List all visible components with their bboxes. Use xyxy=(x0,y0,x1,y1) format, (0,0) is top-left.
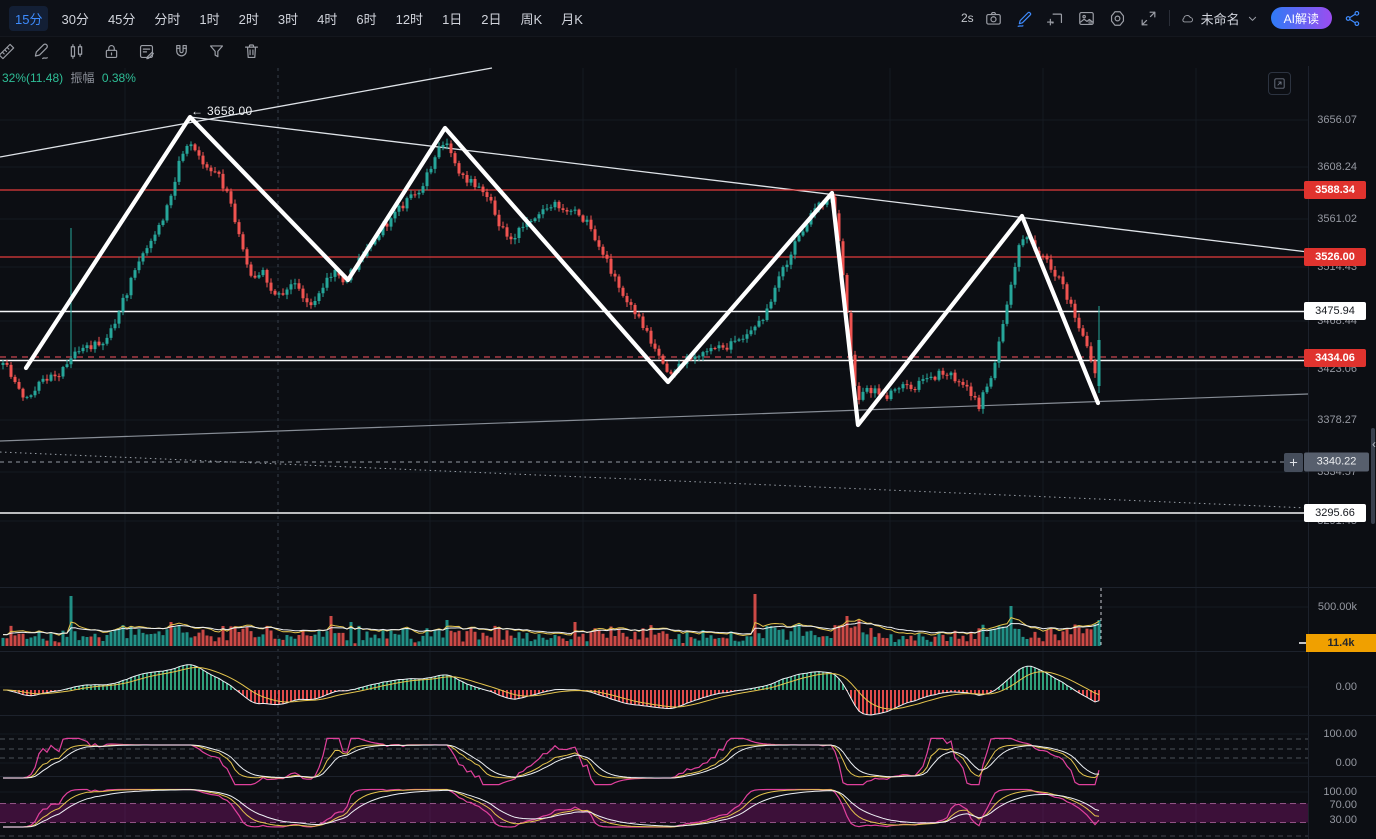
timeframe-bar: 15分 30分 45分 分时 1时 2时 3时 4时 6时 12时 1日 2日 周K 月K xyxy=(0,5,961,31)
share-icon[interactable] xyxy=(1341,7,1363,29)
timeframe-15分[interactable]: 15分 xyxy=(9,5,49,31)
rsi-band xyxy=(0,803,1308,823)
draw-pencil-icon[interactable] xyxy=(1014,7,1036,29)
price-tick: 0.00 xyxy=(1335,681,1357,693)
price-badge: 3475.94 xyxy=(1304,302,1366,320)
price-tick: 100.00 xyxy=(1323,728,1357,740)
timeframe-分时[interactable]: 分时 xyxy=(154,11,181,27)
change-value: 32%(11.48) xyxy=(2,71,64,85)
ai-analysis-button[interactable]: AI解读 xyxy=(1270,7,1332,29)
drawing-toolbar xyxy=(0,36,262,66)
price-tick: 3561.02 xyxy=(1317,213,1357,225)
price-tick: 3656.07 xyxy=(1317,114,1357,126)
timeframe-1日[interactable]: 1日 xyxy=(442,11,463,27)
volume-bars-down xyxy=(5,594,1093,646)
fullscreen-icon[interactable] xyxy=(1138,7,1160,29)
edit-notes-icon[interactable] xyxy=(135,40,157,62)
toolbar-divider xyxy=(1168,10,1170,26)
candle-wicks-down xyxy=(6,140,1096,412)
replay-speed[interactable]: 2s xyxy=(960,11,974,25)
timeframe-1时[interactable]: 1时 xyxy=(199,11,220,27)
magnet-mode-icon[interactable] xyxy=(170,40,192,62)
price-badge: 3588.34 xyxy=(1304,181,1366,199)
workspace-menu[interactable]: 未命名 xyxy=(1179,9,1262,28)
settings-icon[interactable] xyxy=(1107,7,1129,29)
price-badge: 3434.06 xyxy=(1304,349,1366,367)
price-tick: 0.00 xyxy=(1335,757,1357,769)
volume-bars-up xyxy=(1,596,1101,646)
timeframe-周K[interactable]: 周K xyxy=(520,11,543,27)
price-tick: 3608.24 xyxy=(1317,161,1357,173)
candle-bodies-up xyxy=(1,143,1101,409)
timeframe-45分[interactable]: 45分 xyxy=(107,11,136,27)
macd-dif-line xyxy=(2,664,1100,716)
price-tick: 500.00k xyxy=(1317,601,1357,613)
collapse-panel-chevron[interactable]: ‹ xyxy=(1372,437,1376,451)
crosshair-price-badge: 3340.22 xyxy=(1304,452,1369,472)
top-toolbar: 15分 30分 45分 分时 1时 2时 3时 4时 6时 12时 1日 2日 周K 月K 2s 未命名 … xyxy=(0,0,1376,37)
timeframe-月K[interactable]: 月K xyxy=(561,11,583,27)
brush-tool-icon[interactable] xyxy=(30,40,52,62)
price-badge: 3295.66 xyxy=(1304,504,1366,522)
lock-drawings-icon[interactable] xyxy=(100,40,122,62)
workspace-name: 未命名 xyxy=(1200,11,1240,27)
peak-arrow-icon: ← xyxy=(191,104,204,118)
axis-add-alert-button[interactable] xyxy=(1284,453,1303,472)
price-tick: 3378.27 xyxy=(1317,414,1357,426)
volume-ma-yellow xyxy=(2,617,1100,637)
peak-price: 3658.00 xyxy=(206,104,253,118)
zigzag-drawing xyxy=(23,114,1101,428)
chart-style-icon[interactable] xyxy=(65,40,87,62)
volume-ma-white xyxy=(3,622,1100,636)
maximize-pane-icon[interactable] xyxy=(1268,72,1291,95)
chevron-down-icon xyxy=(1244,9,1262,27)
trendline-drawing xyxy=(0,451,1309,509)
toolbar-right: 2s 未命名 AI解读 xyxy=(961,7,1376,29)
stoch-d-line xyxy=(3,744,1100,779)
timeframe-2日[interactable]: 2日 xyxy=(481,11,502,27)
trendline-drawing xyxy=(0,393,1309,442)
timeframe-4时[interactable]: 4时 xyxy=(317,11,338,27)
add-frame-icon[interactable] xyxy=(1045,7,1067,29)
timeframe-2时[interactable]: 2时 xyxy=(238,11,259,27)
timeframe-3时[interactable]: 3时 xyxy=(277,11,299,27)
timeframe-30分[interactable]: 30分 xyxy=(61,11,89,27)
amplitude-label: 振幅 xyxy=(70,71,95,85)
macd-histogram-down xyxy=(2,690,1100,715)
trendline-tool-icon[interactable] xyxy=(0,40,17,62)
price-tick: 70.00 xyxy=(1329,799,1357,811)
delete-drawings-icon[interactable] xyxy=(240,40,262,62)
rsi-slow-line xyxy=(3,789,1100,828)
cloud-icon xyxy=(1179,9,1197,27)
symbol-stats-overlay: 32%(11.48) 振幅 0.38% xyxy=(2,69,136,86)
price-tick: 100.00 xyxy=(1323,786,1357,798)
macd-dea-line xyxy=(3,667,1100,710)
peak-annotation: ← 3658.00 xyxy=(191,104,252,118)
timeframe-12时[interactable]: 12时 xyxy=(395,11,424,27)
trendline-drawing xyxy=(0,67,493,158)
amplitude-value: 0.38% xyxy=(101,71,136,85)
timeframe-6时[interactable]: 6时 xyxy=(356,11,377,27)
price-badge: 3526.00 xyxy=(1304,248,1366,266)
axis-scrollbar[interactable] xyxy=(1371,428,1375,524)
macd-histogram-up xyxy=(62,664,1072,690)
volume-value-badge: 11.4k xyxy=(1306,634,1376,652)
filter-drawings-icon[interactable] xyxy=(205,40,227,62)
price-tick: 30.00 xyxy=(1329,814,1357,826)
trendline-drawing xyxy=(189,116,1309,253)
snapshot-icon[interactable] xyxy=(1076,7,1098,29)
candle-wicks-up xyxy=(2,138,1100,414)
camera-icon[interactable] xyxy=(983,7,1005,29)
